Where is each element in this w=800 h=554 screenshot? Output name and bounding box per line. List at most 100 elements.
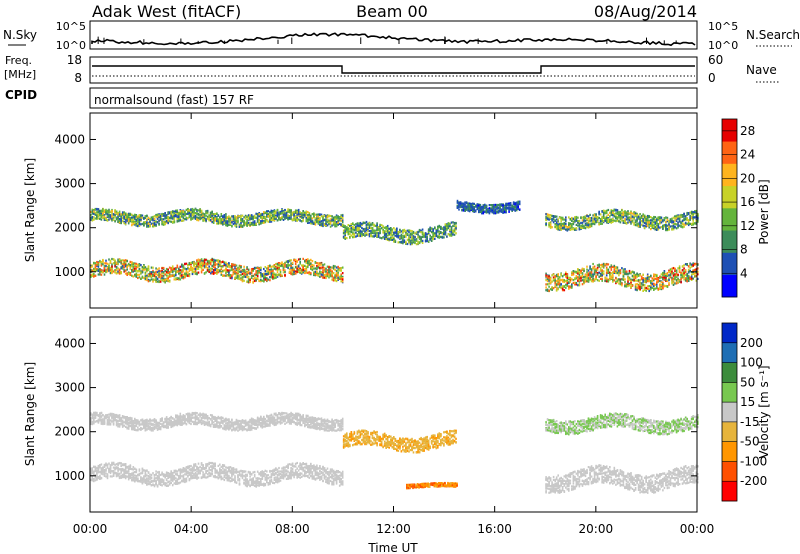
echo-cell — [566, 226, 569, 229]
echo-cell — [406, 242, 409, 246]
echo-cell — [132, 270, 135, 273]
echo-cell — [654, 220, 657, 223]
echo-cell — [311, 221, 314, 224]
echo-cell — [356, 233, 359, 236]
echo-cell — [323, 270, 326, 273]
echo-cell — [156, 215, 159, 218]
echo-cell — [247, 280, 250, 283]
echo-cell — [234, 222, 236, 225]
echo-cell — [290, 217, 292, 220]
echo-cell — [589, 217, 591, 220]
echo-cell — [686, 218, 688, 222]
echo-cell — [229, 217, 232, 221]
echo-cell — [167, 272, 169, 275]
echo-cell — [624, 221, 626, 224]
echo-cell — [270, 214, 273, 217]
echo-cell — [149, 279, 151, 282]
echo-cell — [580, 226, 582, 229]
echo-cell — [266, 279, 268, 282]
echo-cell — [165, 274, 168, 277]
echo-cell — [127, 272, 130, 276]
echo-cell — [329, 273, 332, 276]
echo-cell — [246, 271, 248, 274]
echo-cell — [168, 211, 171, 214]
echo-cell — [220, 266, 223, 269]
echo-cell — [225, 271, 227, 275]
echo-cell — [285, 265, 288, 268]
echo-cell — [367, 226, 369, 229]
echo-cell — [563, 221, 566, 225]
echo-cell — [565, 220, 567, 223]
echo-cell — [127, 264, 130, 267]
echo-cell — [209, 259, 212, 262]
echo-cell — [264, 273, 267, 276]
echo-cell — [616, 209, 619, 212]
echo-cell — [367, 230, 369, 233]
echo-cell — [282, 268, 285, 271]
echo-cell — [188, 214, 191, 217]
echo-cell — [344, 233, 346, 237]
echo-cell — [353, 233, 356, 236]
echo-cell — [106, 213, 109, 216]
echo-cell — [170, 210, 172, 214]
echo-cell — [317, 222, 320, 225]
echo-cell — [120, 262, 122, 265]
echo-cell — [111, 265, 113, 268]
echo-cell — [222, 218, 224, 221]
echo-cell — [322, 216, 324, 219]
echo-cell — [674, 217, 676, 220]
echo-cell — [249, 218, 251, 221]
echo-cell — [229, 216, 232, 219]
echo-cell — [390, 238, 392, 241]
echo-cell — [191, 213, 194, 216]
echo-cell — [208, 260, 210, 263]
echo-cell — [379, 236, 381, 239]
echo-cell — [185, 216, 188, 219]
echo-cell — [572, 228, 575, 231]
echo-cell — [106, 270, 109, 273]
echo-cell — [134, 222, 136, 225]
echo-cell — [241, 225, 244, 228]
echo-cell — [260, 220, 262, 223]
echo-cell — [284, 216, 286, 219]
echo-cell — [435, 230, 438, 233]
echo-cell — [102, 214, 104, 217]
echo-cell — [294, 211, 297, 215]
freq-left-tick-bottom: 8 — [74, 71, 82, 85]
echo-cell — [94, 211, 97, 214]
echo-cell — [642, 224, 644, 227]
echo-cell — [362, 229, 365, 232]
echo-cell — [297, 265, 300, 268]
echo-cell — [675, 223, 678, 226]
echo-cell — [316, 273, 318, 276]
echo-cell — [319, 221, 321, 224]
echo-cell — [229, 222, 232, 225]
echo-cell — [120, 213, 122, 216]
echo-cell — [244, 217, 247, 220]
echo-cell — [587, 219, 590, 223]
echo-cell — [284, 217, 286, 220]
echo-cell — [176, 209, 179, 212]
echo-cell — [293, 268, 295, 271]
echo-cell — [616, 216, 619, 220]
echo-cell — [91, 264, 94, 267]
echo-cell — [260, 275, 262, 278]
echo-cell — [278, 216, 280, 220]
echo-cell — [590, 216, 593, 220]
echo-cell — [137, 215, 139, 218]
echo-cell — [240, 220, 242, 223]
echo-cell — [512, 202, 515, 205]
echo-cell — [120, 218, 122, 221]
echo-cell — [334, 223, 336, 226]
echo-cell — [353, 235, 356, 238]
echo-cell — [325, 214, 327, 217]
echo-cell — [100, 264, 103, 267]
echo-cell — [179, 269, 182, 272]
echo-cell — [187, 208, 189, 211]
echo-cell — [225, 220, 227, 223]
echo-cell — [124, 269, 127, 272]
echo-cell — [470, 206, 472, 209]
echo-cell — [607, 208, 610, 212]
echo-cell — [149, 225, 151, 228]
echo-cell — [240, 222, 242, 225]
